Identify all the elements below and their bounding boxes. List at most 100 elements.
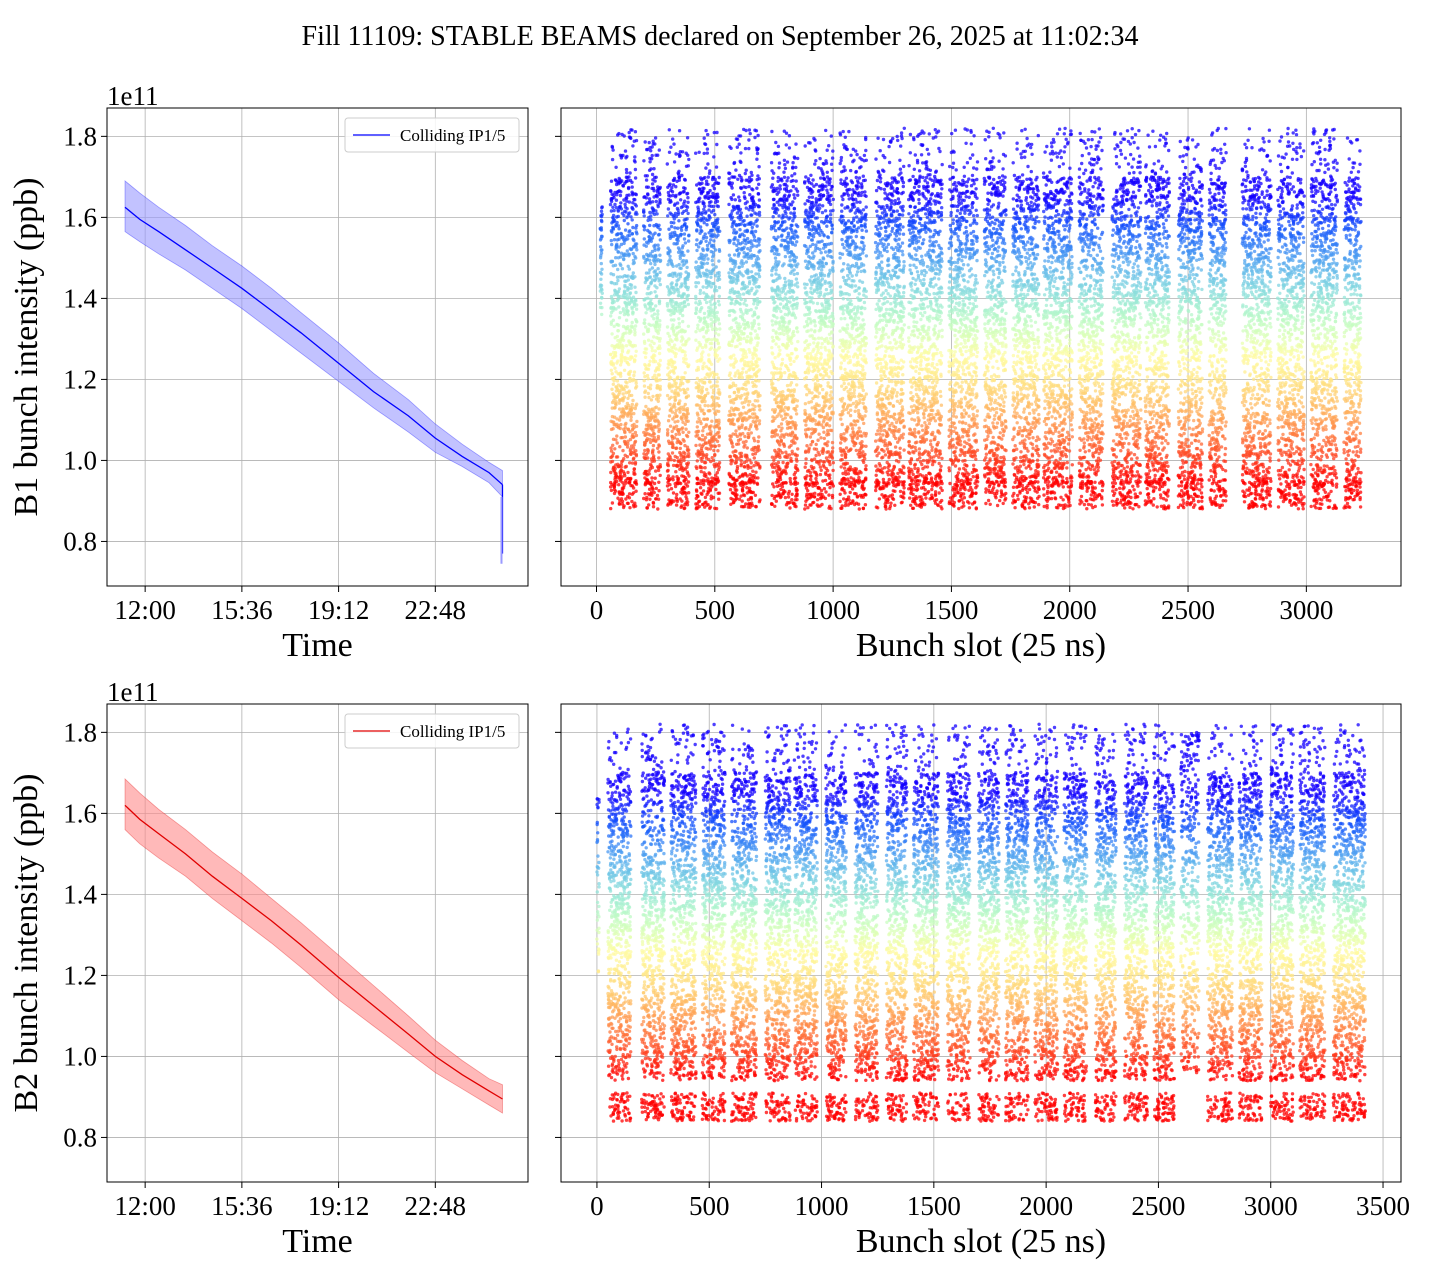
bunch-point (778, 302, 783, 306)
bunch-point (717, 465, 721, 469)
bunch-point (771, 382, 775, 386)
bunch-point (810, 238, 814, 242)
bunch-point (666, 366, 670, 370)
bunch-point (694, 284, 698, 289)
bunch-point (670, 451, 675, 455)
bunch-point (624, 421, 628, 426)
bunch-point (795, 296, 799, 300)
bunch-point (674, 282, 679, 286)
bunch-point (653, 243, 657, 247)
bunch-point (715, 353, 719, 358)
bunch-point (676, 476, 681, 481)
bunch-point (667, 342, 672, 347)
bunch-point (650, 339, 654, 344)
bunch-point (821, 172, 825, 177)
bunch-point (611, 443, 615, 447)
bunch-point (755, 218, 759, 222)
bunch-point (728, 171, 732, 176)
bunch-point (782, 262, 786, 266)
bunch-point (730, 186, 734, 190)
bunch-point (677, 172, 681, 177)
bunch-point (680, 426, 685, 430)
bunch-point (671, 183, 676, 187)
bunch-point (631, 325, 635, 329)
bunch-point (624, 253, 628, 258)
bunch-point (682, 253, 686, 257)
bunch-point (682, 237, 687, 241)
bunch-point (702, 335, 706, 339)
bunch-point (814, 453, 818, 458)
bunch-point (791, 166, 795, 170)
bunch-point (652, 189, 656, 193)
bunch-point (817, 432, 821, 436)
bunch-point (701, 489, 706, 493)
bunch-point (790, 283, 794, 287)
bunch-point (708, 216, 712, 220)
bunch-point (756, 439, 760, 444)
bunch-point (819, 251, 823, 255)
bunch-point (729, 325, 734, 330)
bunch-point (809, 354, 813, 359)
bunch-point (621, 399, 625, 403)
bunch-point (672, 371, 676, 375)
bunch-point (712, 401, 716, 405)
bunch-point (686, 419, 690, 423)
bunch-point (672, 343, 677, 347)
bunch-point (810, 195, 815, 199)
bunch-point (717, 461, 722, 465)
bunch-point (631, 491, 636, 495)
bunch-point (633, 130, 638, 134)
bunch-point (796, 285, 800, 289)
bunch-point (609, 506, 613, 511)
bunch-point (774, 342, 778, 346)
bunch-point (716, 376, 720, 380)
bunch-point (745, 474, 749, 478)
bunch-point (803, 202, 807, 206)
bunch-point (717, 277, 722, 281)
bunch-point (680, 417, 684, 421)
bunch-point (667, 227, 671, 231)
bunch-point (610, 230, 614, 234)
bunch-point (702, 201, 706, 206)
bunch-point (744, 303, 749, 307)
bunch-point (683, 451, 687, 456)
bunch-point (685, 298, 690, 302)
bunch-point (783, 163, 787, 167)
bunch-point (668, 254, 672, 258)
bunch-point (619, 463, 623, 467)
bunch-point (715, 471, 719, 475)
bunch-point (625, 381, 629, 385)
bunch-point (657, 427, 661, 431)
bunch-point (679, 272, 683, 276)
bunch-point (648, 497, 652, 501)
bunch-point (771, 352, 775, 356)
bunch-point (747, 433, 751, 438)
bunch-point (755, 186, 759, 190)
bunch-point (617, 237, 621, 241)
bunch-point (738, 134, 743, 138)
bunch-point (642, 379, 646, 383)
bunch-point (728, 371, 732, 375)
bunch-point (715, 130, 719, 135)
bunch-point (734, 230, 739, 234)
bunch-point (652, 459, 657, 463)
bunch-point (754, 354, 758, 358)
bunch-point (675, 338, 679, 342)
bunch-point (672, 458, 676, 463)
bunch-point (741, 405, 746, 409)
bunch-point (777, 214, 781, 218)
bunch-point (608, 202, 613, 207)
bunch-point (717, 270, 721, 275)
bunch-point (794, 230, 798, 234)
bunch-point (713, 301, 717, 305)
bunch-point (698, 225, 703, 229)
bunch-point (772, 197, 776, 202)
bunch-point (626, 349, 631, 353)
bunch-point (788, 319, 792, 324)
bunch-point (631, 251, 635, 256)
bunch-point (770, 183, 775, 187)
bunch-point (740, 370, 744, 375)
bunch-point (807, 446, 811, 450)
bunch-point (701, 189, 705, 194)
bunch-point (744, 352, 748, 356)
